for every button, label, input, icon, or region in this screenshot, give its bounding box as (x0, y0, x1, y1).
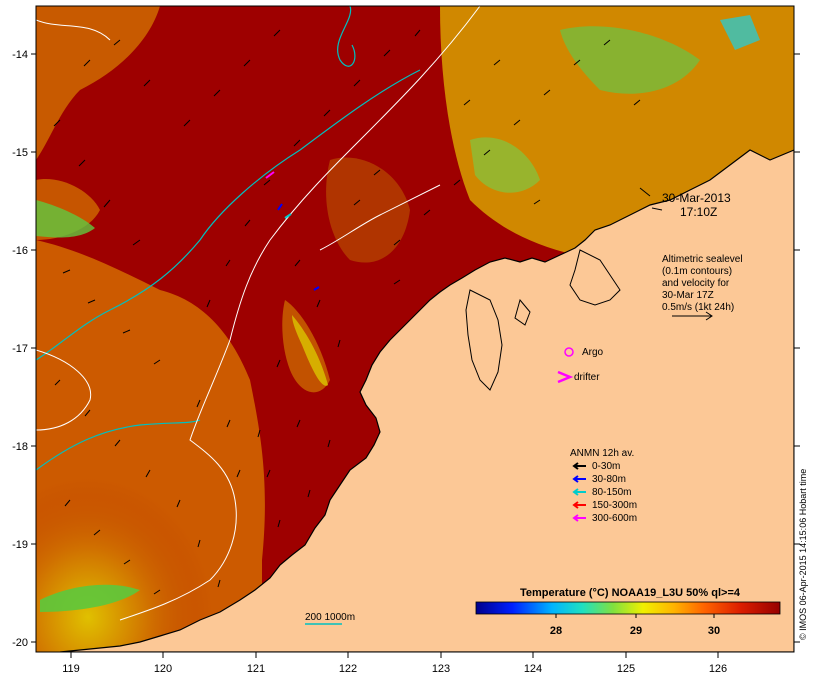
drifter-marker (557, 370, 574, 384)
colorbar (475, 601, 781, 615)
lat-tick-label: -20 (12, 637, 28, 649)
lat-tick-label: -16 (12, 245, 28, 257)
anmn-arrow-300-600m (572, 514, 586, 522)
argo-label: Argo (582, 347, 604, 358)
lat-tick-label: -17 (12, 343, 28, 355)
mooring-arrow-a (265, 171, 275, 179)
altimetry-line: 0.5m/s (1kt 24h) (662, 302, 734, 313)
sea-green-ne2 (470, 137, 540, 193)
drifter-label: drifter (574, 372, 600, 383)
altimetry-line: Altimetric sealevel (662, 254, 743, 265)
anmn-label: 150-300m (592, 500, 637, 511)
sea-cyan-ne (720, 15, 760, 50)
anmn-arrow-30-80m (572, 475, 586, 483)
lon-tick-label: 120 (154, 663, 172, 675)
colorbar-labels: 28 29 30 (550, 625, 720, 637)
lat-tick-label: -14 (12, 49, 28, 61)
sea-orange-nw (36, 6, 160, 160)
colorbar-tick-label: 30 (708, 625, 720, 637)
isobath-200m (36, 6, 421, 471)
anmn-arrow-80-150m (572, 488, 586, 496)
map-frame-content (36, 6, 794, 652)
altimetry-line: 30-Mar 17Z (662, 290, 714, 301)
lon-tick-label: 126 (709, 663, 727, 675)
time-label: 17:10Z (680, 205, 717, 219)
mooring-arrow-b (277, 203, 283, 211)
scale-arrow (672, 311, 713, 321)
isobath-1000m-b (36, 19, 441, 251)
anmn-label: 0-30m (592, 461, 620, 472)
mooring-arrow-d (313, 286, 320, 291)
colorbar-title: Temperature (°C) NOAA19_L3U 50% ql>=4 (520, 587, 741, 599)
sea-green-w (36, 200, 95, 238)
lon-labels: 119 120 121 122 123 124 125 126 (62, 663, 727, 675)
map-border (35, 5, 795, 653)
lon-tick-label: 122 (339, 663, 357, 675)
anmn-label: 300-600m (592, 513, 637, 524)
anmn-label: 30-80m (592, 474, 626, 485)
lat-tick-label: -19 (12, 539, 28, 551)
credit-text: © IMOS 06-Apr-2015 14:15:06 Hobart time (798, 468, 808, 640)
lon-tick-label: 125 (617, 663, 635, 675)
colorbar-ticks (555, 614, 715, 618)
anmn-arrow-150-300m (572, 501, 586, 509)
peninsula (465, 289, 503, 391)
lon-tick-label: 124 (524, 663, 542, 675)
lon-tick-label: 119 (62, 663, 80, 675)
sea-yellow-streak (292, 315, 328, 386)
coast-detail (514, 249, 621, 326)
anmn-legend: 0-30m 30-80m 80-150m 150-300m 300-600m (572, 461, 637, 524)
lat-tick-label: -18 (12, 441, 28, 453)
tick-marks (31, 53, 800, 658)
sea-green-sw (40, 584, 140, 612)
lon-tick-label: 121 (247, 663, 265, 675)
argo-marker (564, 347, 574, 357)
altimetry-note: Altimetric sealevel (0.1m contours) and … (662, 254, 743, 313)
velocity-arrows (53, 29, 641, 595)
lat-labels: -14 -15 -16 -17 -18 -19 -20 (12, 49, 28, 649)
sea-orange-center (326, 157, 410, 263)
date-pointer (639, 187, 663, 211)
colorbar-tick-label: 28 (550, 625, 562, 637)
sea-green-ne (560, 26, 700, 94)
lat-tick-label: -15 (12, 147, 28, 159)
lon-tick-label: 123 (432, 663, 450, 675)
anmn-arrow-0-30m (572, 462, 586, 470)
altimetry-line: (0.1m contours) (662, 266, 732, 277)
anmn-title: ANMN 12h av. (570, 448, 634, 459)
isobath-legend-label: 200 1000m (305, 612, 355, 623)
colorbar-tick-label: 29 (630, 625, 642, 637)
isobath-1000m (36, 6, 481, 621)
anmn-label: 80-150m (592, 487, 631, 498)
altimetry-line: and velocity for (662, 278, 730, 289)
mooring-arrow-c (284, 213, 292, 219)
date-label: 30-Mar-2013 (662, 191, 731, 205)
